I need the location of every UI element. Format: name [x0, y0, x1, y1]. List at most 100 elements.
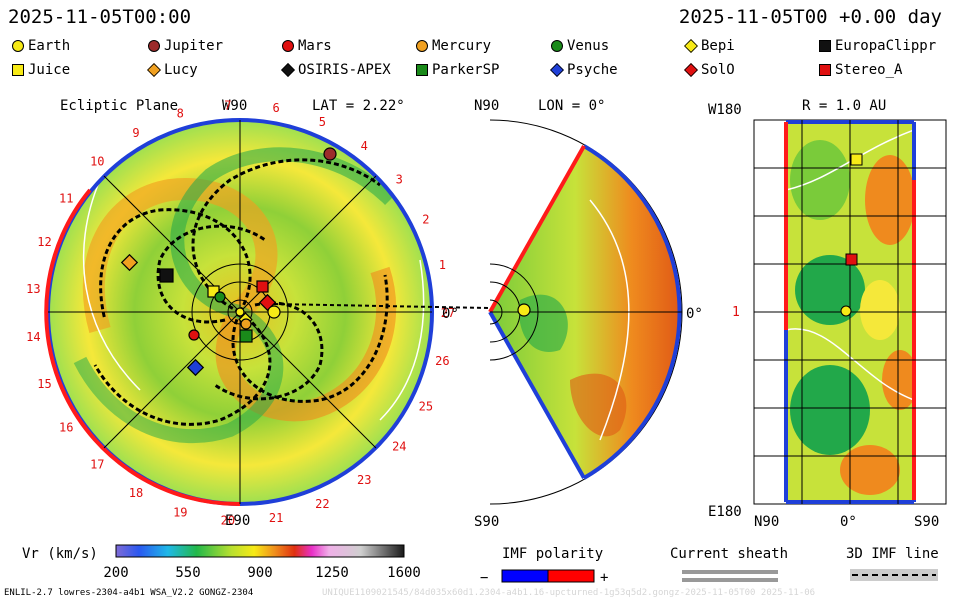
legend-item-stereo-a: Stereo_A: [819, 62, 902, 78]
sector-label-10: 10: [90, 155, 104, 169]
colorbar-bar: [115, 544, 405, 558]
sheath-label: Current sheath: [670, 546, 788, 562]
legend-marker-icon: [551, 40, 563, 52]
parker-marker: [239, 329, 253, 343]
meridional-panel: 0° S90: [474, 119, 703, 530]
colorbar-tick-1250: 1250: [315, 565, 349, 581]
sector-label-24: 24: [392, 440, 406, 454]
legend-label: Psyche: [567, 62, 618, 78]
legend-label: Earth: [28, 38, 71, 54]
legend-marker-icon: [416, 64, 428, 76]
legend-label: Jupiter: [164, 38, 224, 54]
imf-label: IMF polarity: [502, 546, 603, 562]
legend-marker-icon: [12, 40, 24, 52]
meridional-bottom-label: S90: [474, 514, 499, 530]
sector-label-12: 12: [37, 235, 51, 249]
legend-label: Bepi: [701, 38, 735, 54]
sector-label-13: 13: [26, 282, 40, 296]
colorbar-tick-200: 200: [103, 565, 128, 581]
stereo-a-marker: [256, 280, 269, 293]
ecliptic-top-label: W90: [222, 98, 247, 114]
colorbar-ticks: 200 550 900 1250 1600: [103, 565, 421, 581]
imf-minus: −: [480, 570, 488, 586]
legend-label: ParkerSP: [432, 62, 500, 78]
sector-label-22: 22: [315, 497, 329, 511]
sphere-bottom-left-label: E180: [708, 504, 742, 520]
legend-item-jupiter: Jupiter: [148, 38, 223, 54]
legend-label: SolO: [701, 62, 735, 78]
legend-label: Juice: [28, 62, 71, 78]
current-sheath-legend: Current sheath: [670, 546, 788, 582]
sector-label-16: 16: [59, 420, 73, 434]
header-left-time: 2025-11-05T00:00: [8, 6, 192, 28]
header-right-time: 2025-11-05T00 +0.00 day: [678, 6, 942, 28]
sun-marker: [235, 307, 245, 317]
mercury-marker: [240, 318, 252, 330]
legend-item-lucy: Lucy: [147, 62, 198, 78]
psyche-marker: [186, 358, 205, 377]
legend-item-venus: Venus: [551, 38, 609, 54]
sector-label-18: 18: [129, 486, 143, 500]
europaclipper-marker: [159, 268, 174, 283]
imf-positive-swatch: [547, 569, 595, 583]
legend-label: OSIRIS-APEX: [298, 62, 391, 78]
sector-label-8: 8: [177, 107, 184, 121]
sphere-earth-marker: [840, 305, 852, 317]
meridional-right-label: 0°: [686, 306, 703, 322]
legend-label: EuropaClippr: [835, 38, 937, 54]
meridional-earth-marker: [517, 303, 531, 317]
meridional-top-label: N90: [474, 98, 499, 114]
legend-label: Stereo_A: [835, 62, 903, 78]
earth-marker: [267, 305, 281, 319]
sector-label-14: 14: [26, 330, 40, 344]
sphere-x-label-2: S90: [914, 514, 939, 530]
legend-item-mars: Mars: [282, 38, 332, 54]
legend-label: Mars: [298, 38, 332, 54]
imf-line-legend: 3D IMF line: [846, 546, 939, 581]
colorbar-tick-550: 550: [175, 565, 200, 581]
colorbar-tick-1600: 1600: [387, 565, 421, 581]
sector-label-7: 7: [224, 98, 231, 112]
footer-right: UNIQUE1109021545/84d035x60d1.2304-a4b1.1…: [322, 588, 816, 598]
legend-item-europaclippr: EuropaClippr: [819, 38, 936, 54]
legend-label: Venus: [567, 38, 610, 54]
sphere-stereo-a-marker: [845, 253, 858, 266]
imf-negative-swatch: [501, 569, 549, 583]
meridional-lon-label: LON = 0°: [538, 98, 605, 114]
legend-item-earth: Earth: [12, 38, 70, 54]
ecliptic-lat-label: LAT = 2.22°: [312, 98, 405, 114]
sector-label-11: 11: [59, 192, 73, 206]
sphere-panel: 1 E180 N90 0° S90: [708, 119, 947, 530]
sphere-x-label-0: N90: [754, 514, 779, 530]
sector-label-27: 27: [441, 306, 455, 320]
legend-item-psyche: Psyche: [550, 62, 618, 78]
imf-polarity-legend: IMF polarity − +: [480, 546, 608, 586]
sector-label-21: 21: [269, 511, 283, 525]
sphere-x-label-1: 0°: [840, 514, 857, 530]
ecliptic-title: Ecliptic Plane: [60, 98, 178, 114]
legend-label: Lucy: [164, 62, 198, 78]
sector-label-15: 15: [37, 377, 51, 391]
legend-item-solo: SolO: [684, 62, 735, 78]
sector-label-6: 6: [272, 101, 279, 115]
legend-marker-icon: [282, 40, 294, 52]
sector-label-20: 20: [221, 514, 235, 528]
lucy-marker: [120, 253, 139, 272]
colorbar-label: Vr (km/s): [22, 546, 98, 562]
legend-item-bepi: Bepi: [684, 38, 735, 54]
ecliptic-bottom-label: E90: [225, 513, 250, 529]
legend-label: Mercury: [432, 38, 492, 54]
mars-marker: [188, 329, 200, 341]
footer-left: ENLIL-2.7 lowres-2304-a4b1 WSA_V2.2 GONG…: [4, 588, 254, 598]
sphere-mid-left-label: 1: [732, 305, 740, 320]
imfline-label: 3D IMF line: [846, 546, 939, 562]
legend-marker-icon: [416, 40, 428, 52]
legend-item-mercury: Mercury: [416, 38, 491, 54]
legend-marker-icon: [148, 40, 160, 52]
legend-item-parkersp: ParkerSP: [416, 62, 499, 78]
sector-label-5: 5: [319, 115, 326, 129]
legend-marker-icon: [819, 64, 831, 76]
